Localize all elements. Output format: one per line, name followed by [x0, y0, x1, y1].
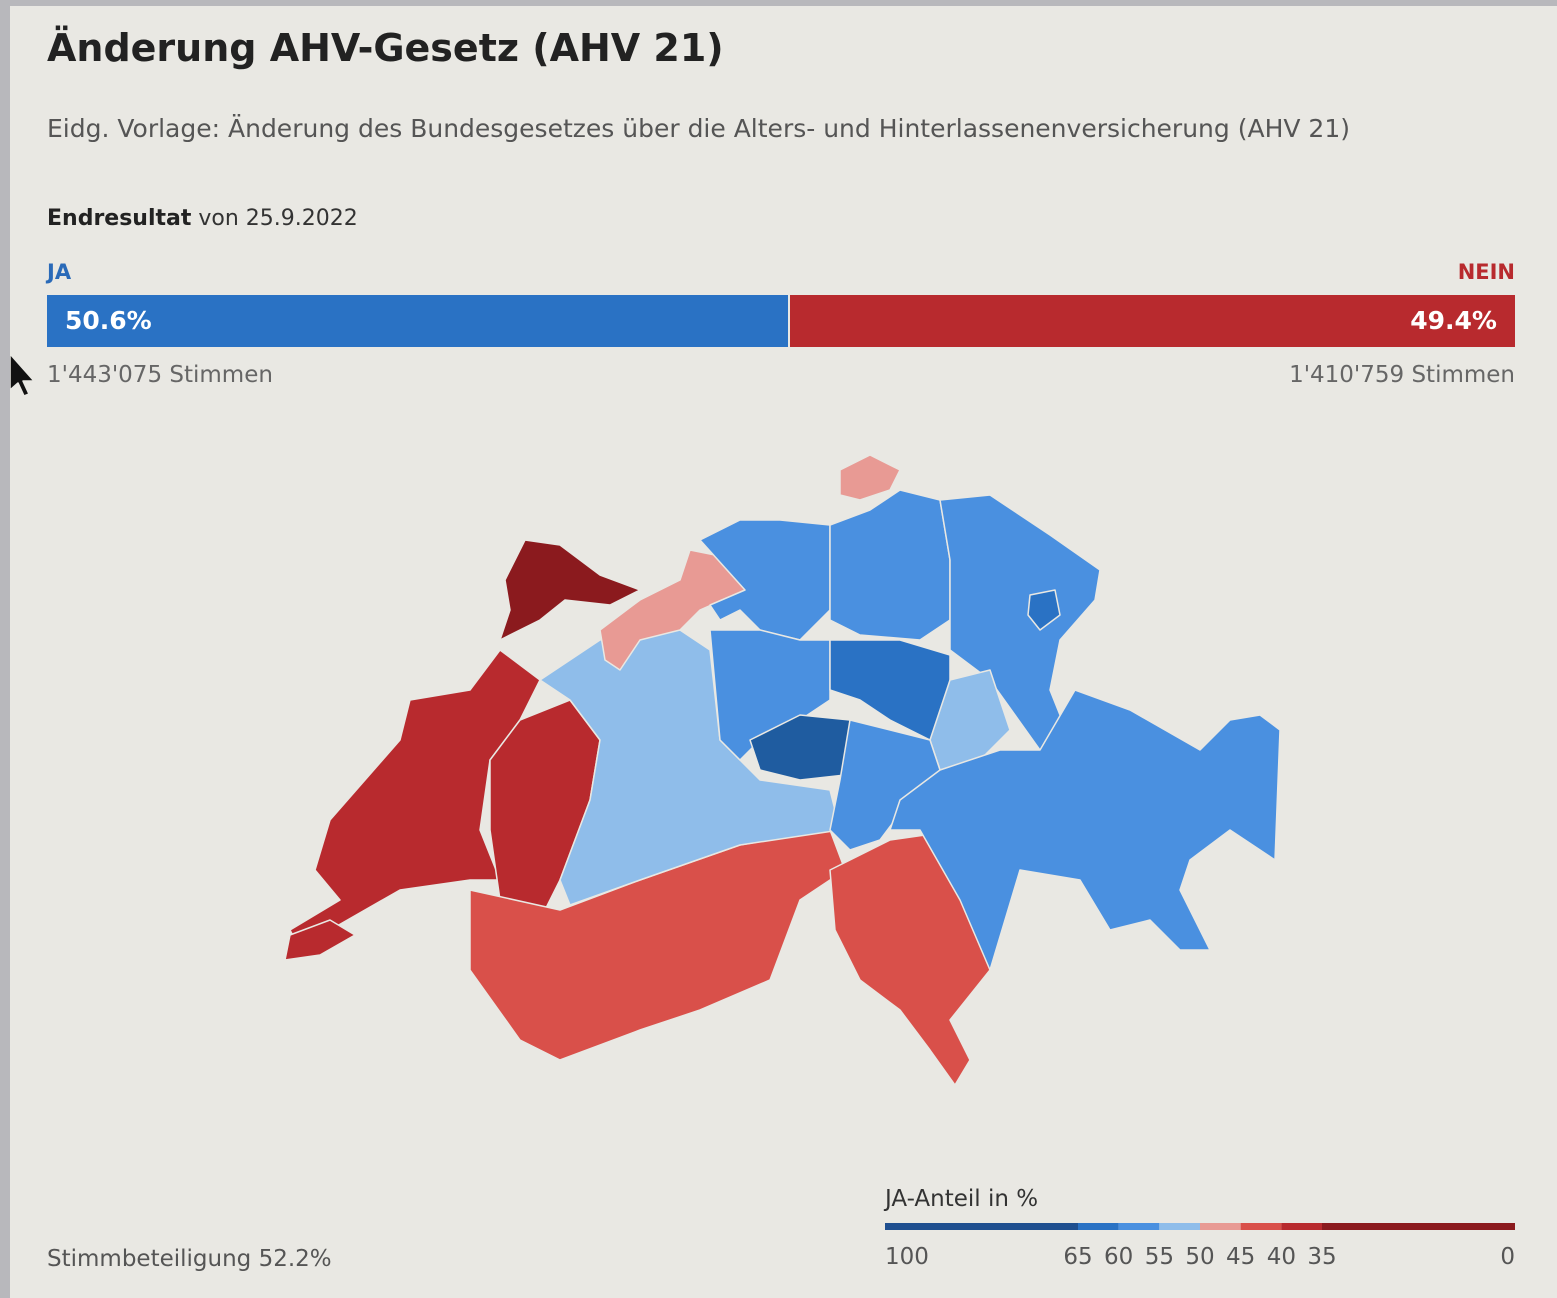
- legend-swatch: [885, 1223, 1078, 1230]
- cantons: [284, 454, 1281, 1086]
- ja-value: 50.6%: [65, 306, 152, 335]
- status: Endresultat von 25.9.2022: [47, 206, 358, 231]
- canton: [889, 689, 1281, 971]
- nein-value: 49.4%: [1410, 306, 1497, 335]
- canton: [1027, 589, 1061, 631]
- ja-bar: 50.6%: [47, 295, 790, 347]
- ja-label: JA: [47, 260, 72, 284]
- canton: [284, 919, 356, 961]
- legend-swatch: [1281, 1223, 1322, 1230]
- legend-swatch: [1240, 1223, 1282, 1230]
- canton: [709, 629, 831, 761]
- legend: 100 65 60 55 50 45 40 35 0: [885, 1223, 1515, 1270]
- legend-tick-label: 55: [1145, 1244, 1174, 1270]
- legend-tick-label: 0: [1500, 1244, 1515, 1270]
- canton: [939, 494, 1101, 751]
- legend-tick-label: 100: [885, 1244, 929, 1270]
- legend-title: JA-Anteil in %: [885, 1186, 1039, 1212]
- legend-tick-label: 45: [1226, 1244, 1255, 1270]
- title: Änderung AHV-Gesetz (AHV 21): [47, 26, 724, 70]
- map: 100 65 60 55 50 45 40 35 0: [10, 353, 1515, 1270]
- canton: [499, 539, 641, 641]
- ja-votes: 1'443'075 Stimmen: [47, 362, 273, 388]
- canton: [829, 719, 941, 851]
- legend-tick-label: 50: [1185, 1244, 1214, 1270]
- turnout: Stimmbeteiligung 52.2%: [47, 1246, 332, 1272]
- status-label: Endresultat: [47, 206, 192, 231]
- canton: [539, 629, 841, 906]
- canton: [829, 489, 951, 641]
- canton: [289, 649, 541, 951]
- subtitle: Eidg. Vorlage: Änderung des Bundesgesetz…: [47, 114, 1350, 143]
- legend-tick-label: 35: [1307, 1244, 1336, 1270]
- legend-swatch: [1118, 1223, 1160, 1230]
- nein-label: NEIN: [1457, 260, 1515, 284]
- date: von 25.9.2022: [198, 206, 358, 231]
- canton: [839, 454, 901, 501]
- result-bar: 50.6% 49.4%: [47, 295, 1515, 347]
- cursor: [10, 353, 35, 397]
- nein-votes: 1'410'759 Stimmen: [1289, 362, 1515, 388]
- legend-tick-label: 60: [1104, 1244, 1133, 1270]
- legend-swatch: [1322, 1223, 1515, 1230]
- legend-tick-label: 65: [1063, 1244, 1092, 1270]
- legend-swatch: [1200, 1223, 1241, 1230]
- legend-swatch: [1078, 1223, 1119, 1230]
- nein-bar: 49.4%: [789, 295, 1515, 347]
- legend-swatch: [1159, 1223, 1200, 1230]
- legend-tick-label: 40: [1267, 1244, 1296, 1270]
